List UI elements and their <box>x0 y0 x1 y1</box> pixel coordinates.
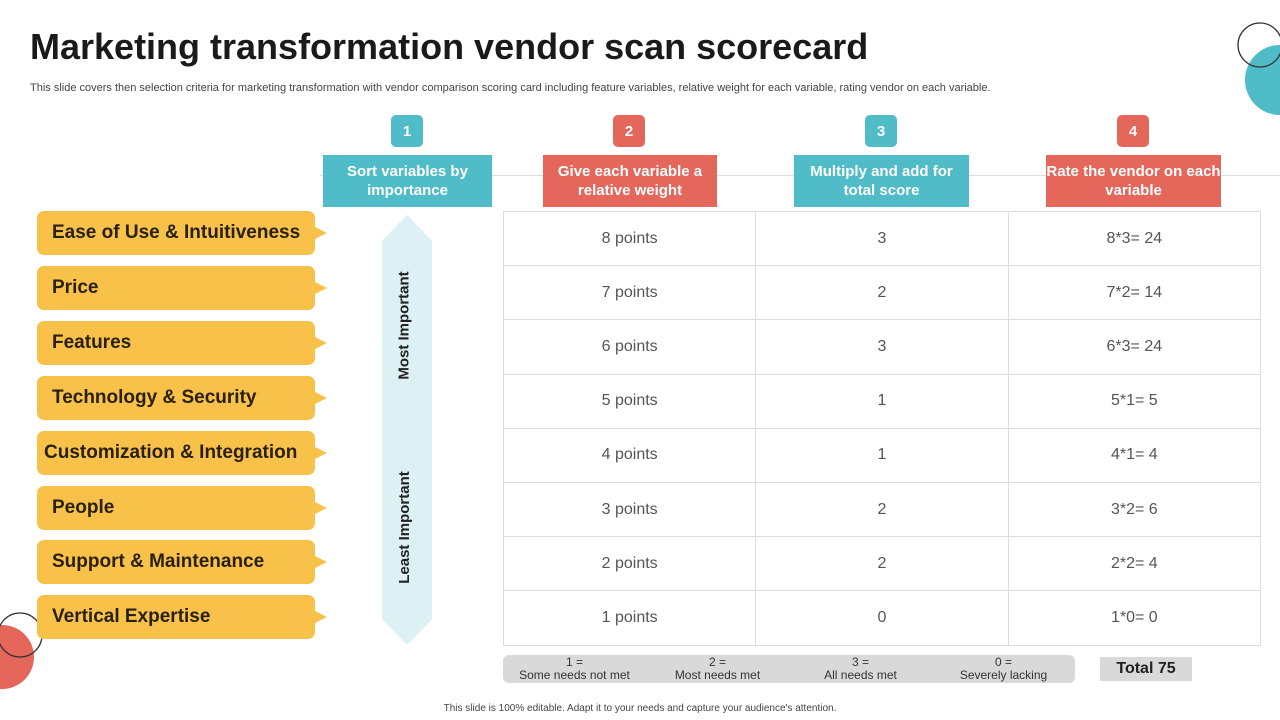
variable-people: People <box>37 486 327 530</box>
score-cell: 7*2= 14 <box>1007 265 1262 321</box>
score-table: 8 points 3 8*3= 24 7 points 2 7*2= 14 6 points… <box>502 210 1262 646</box>
score-cell: 6*3= 24 <box>1007 319 1262 375</box>
step-number-2: 2 <box>613 115 645 147</box>
rating-cell: 2 <box>755 265 1009 321</box>
rating-cell: 1 <box>755 373 1009 429</box>
table-row: 8 points 3 8*3= 24 <box>502 210 1262 267</box>
step-number-4: 4 <box>1117 115 1149 147</box>
least-important-label: Least Important <box>395 471 413 584</box>
rating-cell: 3 <box>755 210 1009 267</box>
legend-item: 0 = Severely lacking <box>959 655 1048 682</box>
variable-price: Price <box>37 266 327 310</box>
weight-cell: 8 points <box>502 210 757 267</box>
variable-vertical-expertise: Vertical Expertise <box>37 595 327 639</box>
legend-item: 1 = Some needs not met <box>519 655 630 682</box>
table-row: 4 points 1 4*1= 4 <box>502 427 1262 483</box>
step-4-label: Rate the vendor on each variable <box>1046 155 1221 207</box>
variable-technology-security: Technology & Security <box>37 376 327 420</box>
weight-cell: 7 points <box>502 265 757 321</box>
score-cell: 5*1= 5 <box>1007 373 1262 429</box>
table-row: 3 points 2 3*2= 6 <box>502 481 1262 538</box>
rating-cell: 2 <box>755 481 1009 538</box>
table-row: 5 points 1 5*1= 5 <box>502 373 1262 429</box>
step-3-label: Multiply and add for total score <box>794 155 969 207</box>
score-cell: 3*2= 6 <box>1007 481 1262 538</box>
page-subtitle: This slide covers then selection criteri… <box>30 82 991 94</box>
decorative-circle-top-right <box>1237 22 1280 115</box>
variable-customization-integration: Customization & Integration <box>37 431 327 475</box>
table-row: 7 points 2 7*2= 14 <box>502 265 1262 321</box>
importance-arrow <box>382 215 432 645</box>
footer-note: This slide is 100% editable. Adapt it to… <box>443 703 837 714</box>
weight-cell: 1 points <box>502 590 757 646</box>
step-2-label: Give each variable a relative weight <box>543 155 717 207</box>
table-row: 6 points 3 6*3= 24 <box>502 319 1262 375</box>
weight-cell: 6 points <box>502 319 757 375</box>
variable-features: Features <box>37 321 327 365</box>
step-1-label: Sort variables by importance <box>323 155 492 207</box>
weight-cell: 2 points <box>502 536 757 592</box>
table-row: 2 points 2 2*2= 4 <box>502 536 1262 592</box>
total-score: Total 75 <box>1100 657 1192 681</box>
score-cell: 4*1= 4 <box>1007 427 1262 483</box>
table-row: 1 points 0 1*0= 0 <box>502 590 1262 646</box>
rating-legend: 1 = Some needs not met 2 = Most needs met … <box>503 655 1075 683</box>
score-cell: 1*0= 0 <box>1007 590 1262 646</box>
weight-cell: 4 points <box>502 427 757 483</box>
legend-item: 3 = All needs met <box>824 655 897 682</box>
variable-ease-of-use: Ease of Use & Intuitiveness <box>37 211 327 255</box>
rating-cell: 2 <box>755 536 1009 592</box>
score-cell: 2*2= 4 <box>1007 536 1262 592</box>
rating-cell: 3 <box>755 319 1009 375</box>
weight-cell: 5 points <box>502 373 757 429</box>
score-cell: 8*3= 24 <box>1007 210 1262 267</box>
rating-cell: 1 <box>755 427 1009 483</box>
legend-item: 2 = Most needs met <box>674 655 761 682</box>
weight-cell: 3 points <box>502 481 757 538</box>
rating-cell: 0 <box>755 590 1009 646</box>
page-title: Marketing transformation vendor scan sco… <box>30 26 869 67</box>
variable-support-maintenance: Support & Maintenance <box>37 540 327 584</box>
step-number-1: 1 <box>391 115 423 147</box>
step-number-3: 3 <box>865 115 897 147</box>
most-important-label: Most Important <box>395 271 413 380</box>
